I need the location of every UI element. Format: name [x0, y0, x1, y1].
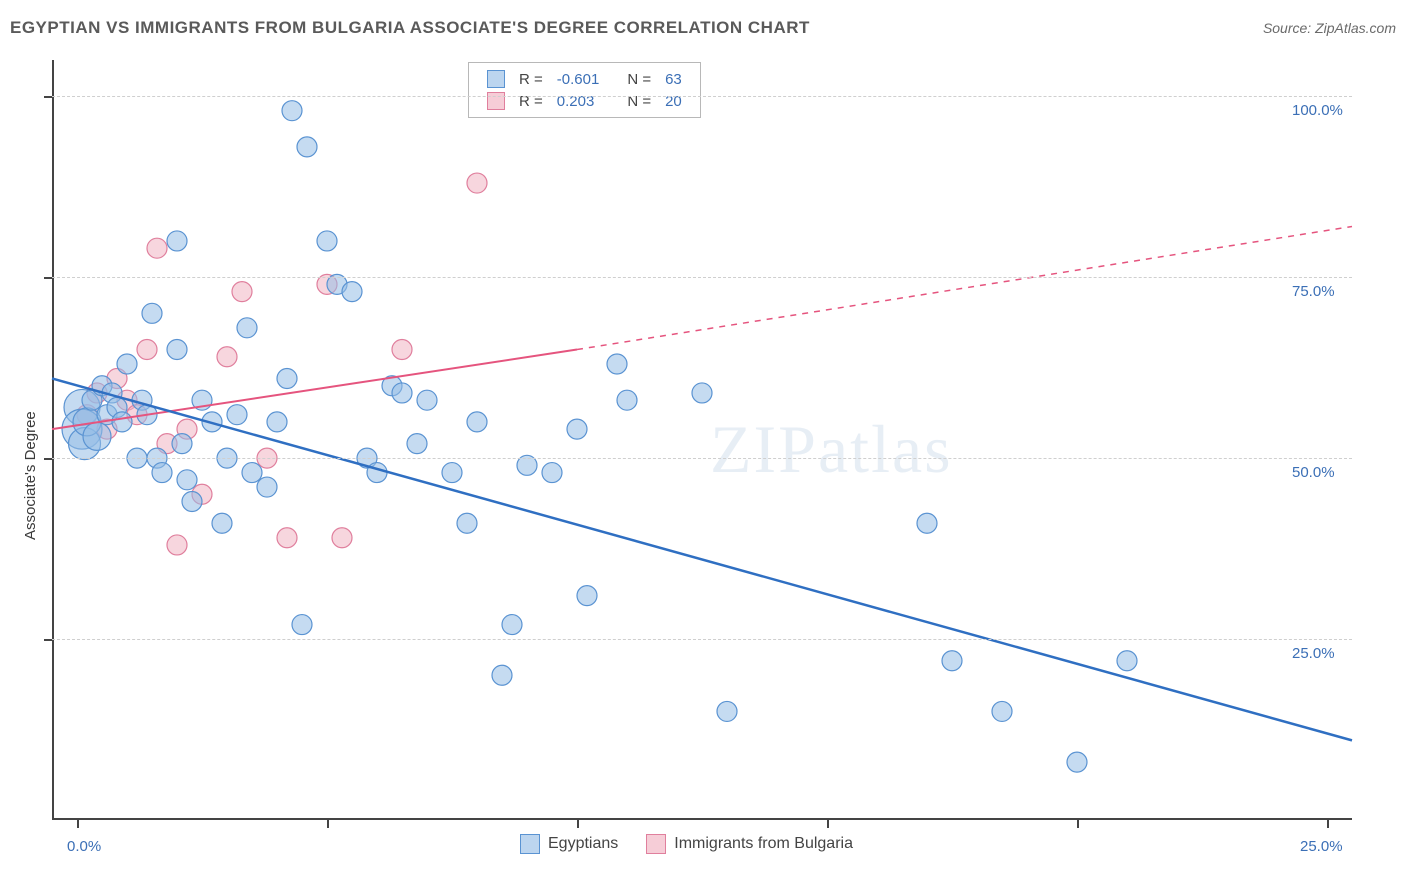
data-point-blue [717, 701, 737, 721]
data-point-blue [542, 463, 562, 483]
data-point-blue [407, 434, 427, 454]
legend-r-label: R = [513, 69, 549, 89]
legend-label: Egyptians [548, 835, 618, 853]
data-point-pink [137, 340, 157, 360]
y-tick [44, 639, 52, 641]
x-tick [77, 820, 79, 828]
data-point-blue [502, 615, 522, 635]
data-point-blue [297, 137, 317, 157]
data-point-blue [607, 354, 627, 374]
data-point-blue [167, 231, 187, 251]
gridline [52, 96, 1352, 97]
y-tick-label: 100.0% [1292, 102, 1343, 119]
data-point-blue [692, 383, 712, 403]
legend-r-label: R = [513, 91, 549, 111]
data-point-blue [152, 463, 172, 483]
data-point-blue [242, 463, 262, 483]
x-right-label: 25.0% [1300, 838, 1343, 855]
data-point-blue [567, 419, 587, 439]
data-point-blue [257, 477, 277, 497]
data-point-pink [167, 535, 187, 555]
x-tick [827, 820, 829, 828]
data-point-blue [1067, 752, 1087, 772]
data-point-blue [227, 405, 247, 425]
data-point-blue [277, 368, 297, 388]
data-point-blue [317, 231, 337, 251]
legend-item: Immigrants from Bulgaria [646, 834, 853, 854]
gridline [52, 458, 1352, 459]
legend-n-value: 20 [659, 91, 688, 111]
data-point-blue [417, 390, 437, 410]
series-legend: Egyptians Immigrants from Bulgaria [520, 834, 853, 854]
data-point-blue [457, 513, 477, 533]
x-tick [1077, 820, 1079, 828]
data-point-blue [992, 701, 1012, 721]
data-point-pink [467, 173, 487, 193]
data-point-pink [232, 282, 252, 302]
legend-swatch [487, 70, 505, 88]
data-point-blue [177, 470, 197, 490]
plot-svg [0, 0, 1406, 892]
legend-r-value: 0.203 [551, 91, 606, 111]
trend-line [52, 378, 1352, 740]
legend-item: Egyptians [520, 834, 618, 854]
data-point-blue [83, 422, 111, 450]
data-point-blue [282, 101, 302, 121]
correlation-legend: R =-0.601 N =63 R =0.203 N =20 [468, 62, 701, 118]
watermark: ZIPatlas [710, 410, 953, 489]
x-tick [327, 820, 329, 828]
data-point-blue [617, 390, 637, 410]
data-point-blue [917, 513, 937, 533]
data-point-blue [342, 282, 362, 302]
data-point-blue [577, 586, 597, 606]
data-point-blue [112, 412, 132, 432]
data-point-blue [172, 434, 192, 454]
x-tick [1327, 820, 1329, 828]
data-point-blue [292, 615, 312, 635]
data-point-blue [392, 383, 412, 403]
data-point-pink [277, 528, 297, 548]
data-point-blue [1117, 651, 1137, 671]
legend-n-value: 63 [659, 69, 688, 89]
y-tick [44, 96, 52, 98]
data-point-blue [442, 463, 462, 483]
legend-r-value: -0.601 [551, 69, 606, 89]
data-point-blue [167, 340, 187, 360]
data-point-blue [492, 665, 512, 685]
data-point-pink [392, 340, 412, 360]
trend-line [577, 226, 1352, 349]
data-point-blue [182, 492, 202, 512]
y-tick-label: 75.0% [1292, 283, 1335, 300]
data-point-blue [237, 318, 257, 338]
data-point-blue [267, 412, 287, 432]
data-point-blue [142, 303, 162, 323]
y-tick-label: 50.0% [1292, 464, 1335, 481]
gridline [52, 277, 1352, 278]
legend-label: Immigrants from Bulgaria [674, 835, 853, 853]
legend-swatch [487, 92, 505, 110]
legend-n-label: N = [621, 69, 657, 89]
data-point-blue [467, 412, 487, 432]
y-tick [44, 277, 52, 279]
y-tick-label: 25.0% [1292, 645, 1335, 662]
gridline [52, 639, 1352, 640]
x-tick [577, 820, 579, 828]
data-point-blue [367, 463, 387, 483]
data-point-blue [212, 513, 232, 533]
data-point-pink [217, 347, 237, 367]
legend-n-label: N = [621, 91, 657, 111]
legend-swatch [520, 834, 540, 854]
data-point-blue [117, 354, 137, 374]
data-point-pink [147, 238, 167, 258]
x-left-label: 0.0% [67, 838, 101, 855]
y-tick [44, 458, 52, 460]
legend-swatch [646, 834, 666, 854]
data-point-pink [332, 528, 352, 548]
data-point-blue [942, 651, 962, 671]
